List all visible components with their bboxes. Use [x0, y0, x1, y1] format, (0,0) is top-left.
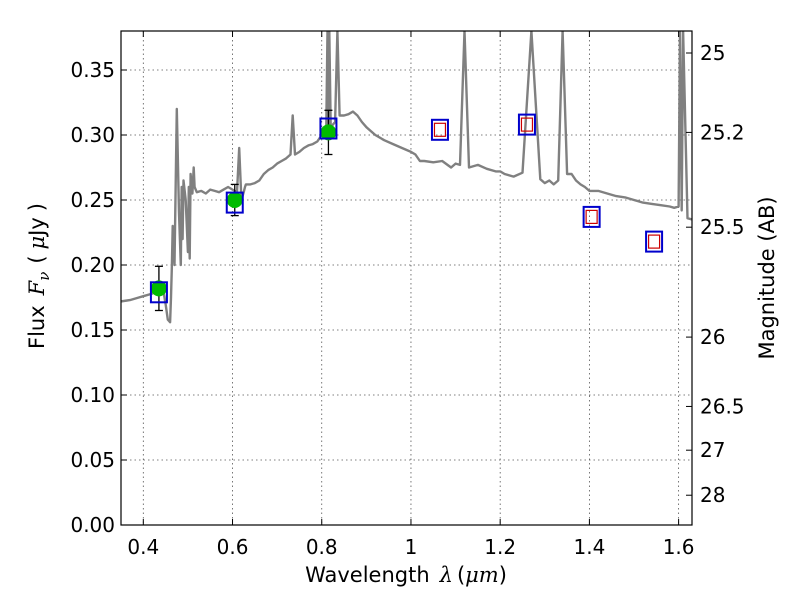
y-tick-label: 0.00: [70, 513, 115, 537]
y2-tick-label: 25.2: [700, 120, 745, 144]
y2-tick-label: 25.5: [700, 215, 745, 239]
y-tick-label: 0.35: [70, 58, 115, 82]
y-axis-label: FluxFν(μJy): [25, 203, 53, 349]
predicted-photometry-box: [647, 234, 661, 249]
x-tick-label: 1: [405, 535, 418, 559]
observed-point: [150, 280, 167, 297]
x-axis-label-symbol: λ: [439, 563, 453, 587]
y2-tick-label: 26.5: [700, 394, 745, 418]
y-axis-label-symbol: F: [25, 279, 49, 296]
model-photometry-box: [149, 281, 168, 304]
model-photometry-box: [430, 118, 449, 141]
y-tick-label: 0.15: [70, 318, 115, 342]
y2-axis-label: Magnitude (AB): [755, 196, 779, 359]
y-axis-label-unit: Jy: [25, 217, 49, 238]
x-tick-label: 0.8: [306, 535, 338, 559]
x-axis-label-text: Wavelength: [305, 563, 430, 587]
predicted-photometry-box: [433, 122, 447, 137]
y-tick-label: 0.25: [70, 188, 115, 212]
observed-point: [320, 124, 337, 141]
y-tick-label: 0.05: [70, 448, 115, 472]
photometry-markers: [149, 109, 664, 312]
y2-tick-label: 25: [700, 41, 725, 65]
y-axis-label-text: Flux: [25, 305, 49, 349]
x-axis-label-unit: μm: [465, 563, 499, 587]
x-tick-label: 1.6: [663, 535, 695, 559]
y-axis-label-subscript: ν: [35, 272, 53, 281]
y-tick-label: 0.20: [70, 253, 115, 277]
predicted-photometry-box: [520, 117, 534, 132]
y-tick-label: 0.30: [70, 123, 115, 147]
model-photometry-box: [517, 113, 536, 136]
model-spectrum-line: [121, 31, 692, 324]
axis-ticks: 0.4 0.6 0.8 1 1.2 1.4 1.6 0.00 0.05 0.10 0.15 0.20 0…: [70, 31, 745, 559]
y2-tick-label: 27: [700, 438, 725, 462]
x-tick-label: 1.4: [573, 535, 605, 559]
y-axis-label-unit-prefix: μ: [25, 236, 49, 250]
model-photometry-box: [645, 230, 664, 253]
observed-point: [226, 192, 243, 208]
predicted-photometry-box: [585, 209, 598, 224]
y2-tick-label: 28: [700, 483, 725, 507]
y-tick-label: 0.10: [70, 383, 115, 407]
x-axis-label: Wavelength λ (μm): [305, 563, 507, 587]
plot-frame: [120, 30, 693, 526]
y2-tick-label: 26: [700, 325, 725, 349]
x-tick-label: 1.2: [484, 535, 516, 559]
model-photometry-box: [319, 117, 338, 140]
model-photometry-box: [582, 205, 601, 228]
x-tick-label: 0.6: [217, 535, 249, 559]
model-photometry-box: [225, 191, 244, 214]
x-tick-label: 0.4: [127, 535, 159, 559]
model-spectrum: [121, 31, 692, 324]
